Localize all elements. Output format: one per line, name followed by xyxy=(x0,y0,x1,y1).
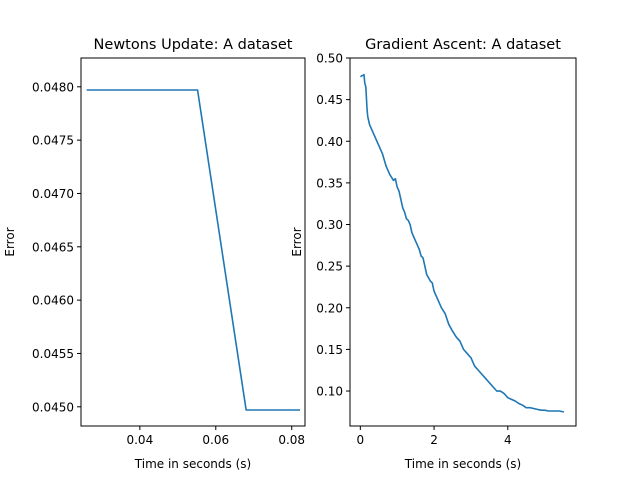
x-tick-label: 0.06 xyxy=(202,433,229,447)
y-tick-label: 0.35 xyxy=(316,176,343,190)
series-line xyxy=(86,89,301,411)
x-tick-label: 0 xyxy=(357,433,365,447)
y-tick-label: 0.0465 xyxy=(32,240,74,254)
series-line xyxy=(359,73,565,413)
y-tick-label: 0.25 xyxy=(316,260,343,274)
y-tick-label: 0.0470 xyxy=(32,187,74,201)
y-tick-label: 0.0475 xyxy=(32,134,74,148)
chart-newtons-update: Newtons Update: A dataset 0.04 0.06 0.08 0… xyxy=(3,37,306,471)
y-tick-label: 0.45 xyxy=(316,93,343,107)
y-tick-label: 0.50 xyxy=(316,52,343,66)
x-tick-label: 0.08 xyxy=(278,433,305,447)
y-tick-label: 0.15 xyxy=(316,343,343,357)
y-tick-label: 0.30 xyxy=(316,218,343,232)
y-tick-label: 0.0480 xyxy=(32,80,74,94)
chart-title: Gradient Ascent: A dataset xyxy=(365,37,561,53)
x-axis-label: Time in seconds (s) xyxy=(134,457,251,471)
y-tick-label: 0.40 xyxy=(316,135,343,149)
x-ticks: 0.04 0.06 0.08 xyxy=(126,426,305,447)
x-tick-label: 4 xyxy=(504,433,512,447)
chart-title: Newtons Update: A dataset xyxy=(94,37,293,53)
x-axis-label: Time in seconds (s) xyxy=(404,457,521,471)
x-ticks: 0 2 4 xyxy=(357,426,512,447)
y-ticks: 0.0450 0.0455 0.0460 0.0465 0.0470 0.0475 0.04… xyxy=(32,80,81,414)
y-axis-label: Error xyxy=(290,227,304,256)
plot-frame xyxy=(349,57,577,427)
y-tick-label: 0.20 xyxy=(316,301,343,315)
plot-frame xyxy=(80,57,306,427)
y-ticks: 0.10 0.15 0.20 0.25 0.30 0.35 0.40 0.45 0.50 xyxy=(316,52,350,399)
y-axis-label: Error xyxy=(3,227,17,256)
y-tick-label: 0.0450 xyxy=(32,400,74,414)
x-tick-label: 0.04 xyxy=(126,433,153,447)
y-tick-label: 0.10 xyxy=(316,385,343,399)
x-tick-label: 2 xyxy=(430,433,438,447)
y-tick-label: 0.0455 xyxy=(32,347,74,361)
y-tick-label: 0.0460 xyxy=(32,294,74,308)
